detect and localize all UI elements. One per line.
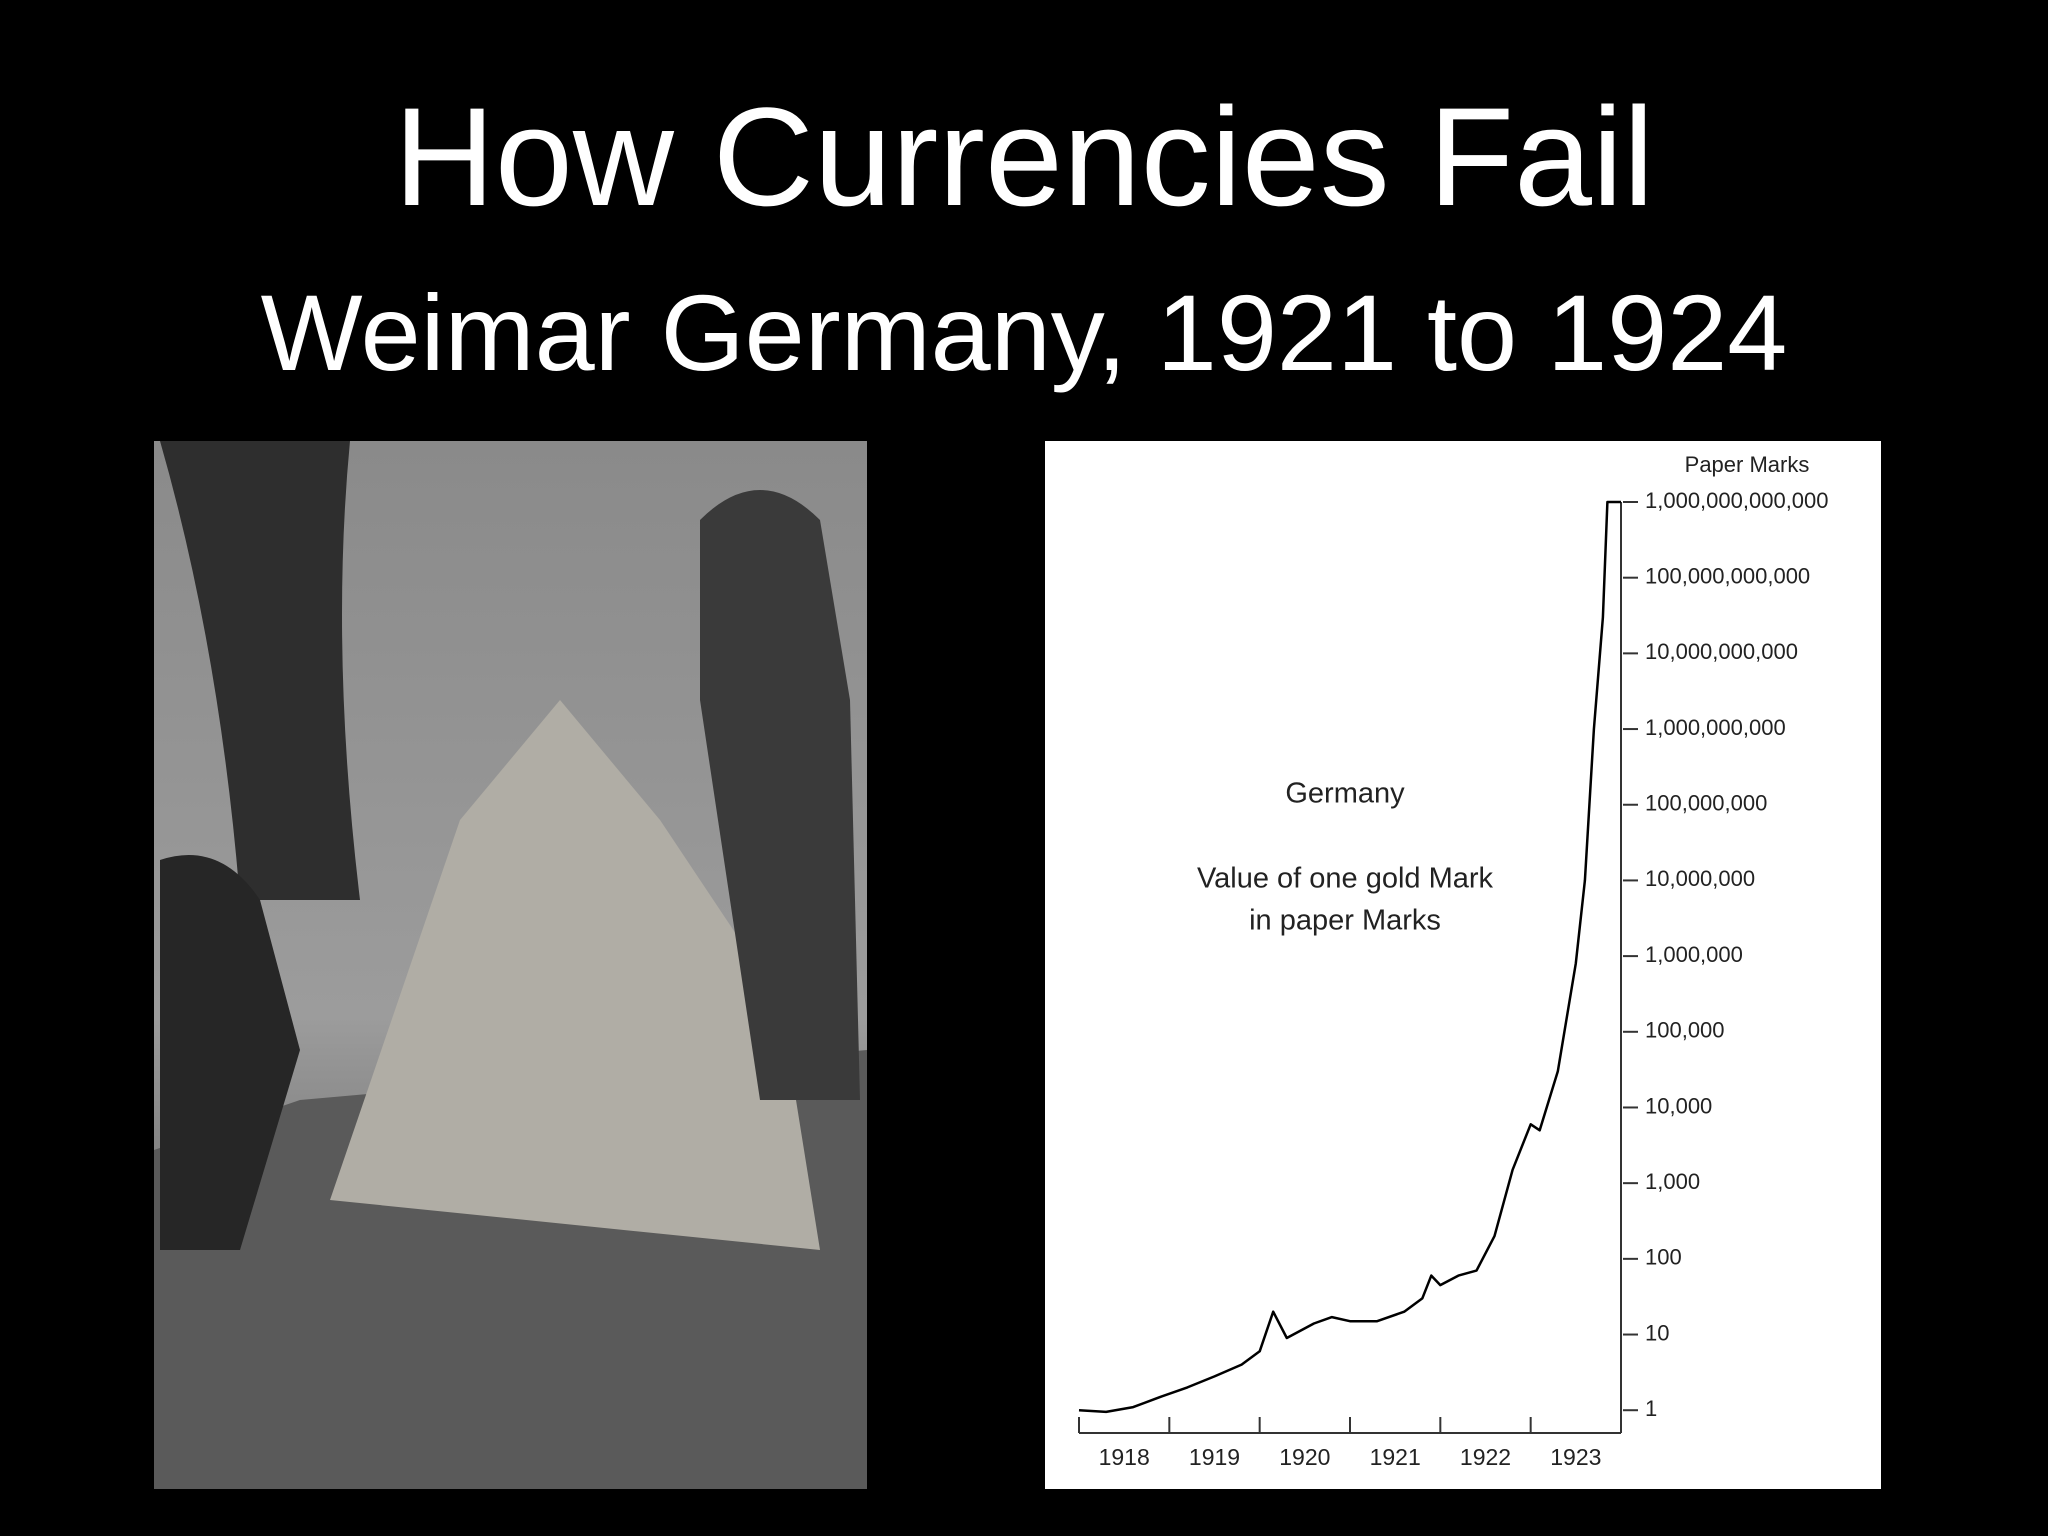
annotation: Germany	[1285, 778, 1405, 810]
y-tick-label: 1	[1645, 1396, 1657, 1421]
slide-title: How Currencies Fail	[394, 78, 1654, 235]
y-axis-label: Paper Marks	[1685, 452, 1810, 477]
y-tick-label: 100,000	[1645, 1018, 1725, 1043]
annotation: in paper Marks	[1249, 905, 1441, 937]
x-tick-label: 1918	[1099, 1444, 1150, 1470]
x-tick-label: 1922	[1460, 1444, 1511, 1470]
data-line	[1078, 500, 1621, 1414]
y-tick-label: 1,000,000	[1645, 942, 1743, 967]
y-tick-label: 100,000,000,000	[1645, 563, 1810, 588]
y-tick-label: 10,000,000,000	[1645, 639, 1798, 664]
photo	[154, 441, 867, 1489]
x-tick-label: 1919	[1189, 1444, 1240, 1470]
photo-tree	[160, 441, 360, 900]
photo-boy	[160, 855, 300, 1250]
y-tick-label: 1,000,000,000,000	[1645, 488, 1829, 513]
chart: Paper Marks Germany Value of one gold Ma…	[1078, 452, 1829, 1470]
x-tick-label: 1923	[1550, 1444, 1601, 1470]
chart-panel	[1045, 441, 1881, 1489]
y-tick-label: 10,000	[1645, 1093, 1712, 1118]
photo-girl	[700, 490, 860, 1100]
y-tick-label: 1,000	[1645, 1169, 1700, 1194]
x-tick-label: 1920	[1279, 1444, 1330, 1470]
y-tick-label: 100	[1645, 1245, 1682, 1270]
y-tick-label: 10	[1645, 1320, 1669, 1345]
x-tick-label: 1921	[1370, 1444, 1421, 1470]
slide-subtitle: Weimar Germany, 1921 to 1924	[261, 272, 1788, 393]
annotation: Value of one gold Mark	[1197, 863, 1494, 895]
photo-banknote-stacks	[330, 700, 820, 1250]
y-tick-label: 1,000,000,000	[1645, 715, 1786, 740]
y-tick-label: 100,000,000	[1645, 791, 1767, 816]
y-tick-label: 10,000,000	[1645, 866, 1755, 891]
